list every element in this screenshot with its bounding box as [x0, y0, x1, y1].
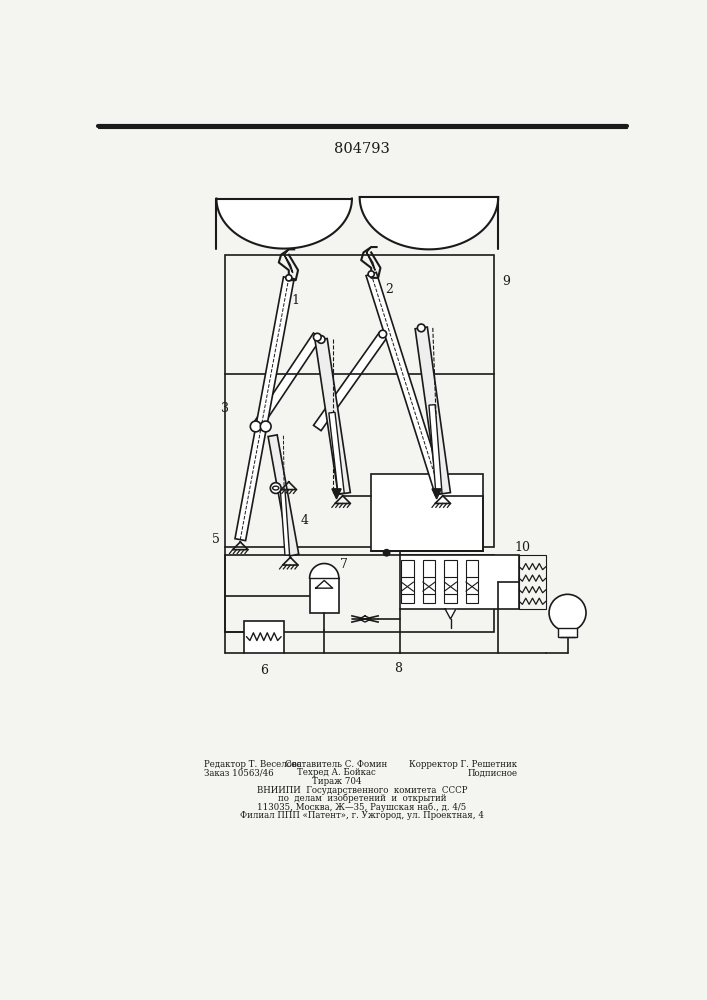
- Text: 804793: 804793: [334, 142, 390, 156]
- Text: 3: 3: [221, 402, 229, 415]
- Text: 2: 2: [385, 283, 393, 296]
- Polygon shape: [310, 564, 339, 578]
- Text: 6: 6: [260, 664, 268, 677]
- Polygon shape: [332, 489, 341, 499]
- Polygon shape: [252, 333, 321, 431]
- Text: Составитель С. Фомин: Составитель С. Фомин: [286, 760, 387, 769]
- Polygon shape: [366, 272, 445, 495]
- Text: по  делам  изобретений  и  открытий: по делам изобретений и открытий: [278, 794, 446, 803]
- Text: Корректор Г. Решетник: Корректор Г. Решетник: [409, 760, 518, 769]
- Polygon shape: [315, 339, 351, 494]
- Polygon shape: [445, 609, 456, 619]
- Text: Подписное: Подписное: [467, 768, 518, 777]
- Circle shape: [383, 550, 390, 556]
- Bar: [371, 474, 483, 551]
- Text: Филиал ППП «Патент», г. Ужгород, ул. Проектная, 4: Филиал ППП «Патент», г. Ужгород, ул. Про…: [240, 811, 484, 820]
- Bar: [402, 560, 414, 603]
- Text: 1: 1: [292, 294, 300, 307]
- Circle shape: [270, 483, 281, 493]
- Text: 113035, Москва, Ж—35, Раушская наб., д. 4/5: 113035, Москва, Ж—35, Раушская наб., д. …: [257, 802, 467, 812]
- Text: 8: 8: [394, 662, 402, 675]
- Text: 5: 5: [211, 533, 220, 546]
- Polygon shape: [329, 412, 344, 494]
- Circle shape: [286, 275, 292, 281]
- Text: Тираж 704: Тираж 704: [312, 777, 361, 786]
- Bar: [225, 255, 494, 547]
- Polygon shape: [360, 197, 498, 249]
- Text: Заказ 10563/46: Заказ 10563/46: [204, 768, 274, 777]
- Circle shape: [317, 336, 325, 343]
- Bar: [444, 560, 457, 603]
- Polygon shape: [216, 199, 352, 249]
- Polygon shape: [313, 333, 387, 431]
- Text: 10: 10: [515, 541, 531, 554]
- Text: Редактор Т. Веселова: Редактор Т. Веселова: [204, 760, 302, 769]
- Circle shape: [313, 333, 321, 341]
- Bar: [423, 560, 435, 603]
- Text: Техред А. Бойкас: Техред А. Бойкас: [297, 768, 376, 777]
- Circle shape: [549, 594, 586, 631]
- Bar: [466, 560, 478, 603]
- Text: ВНИИПИ  Государственного  комитета  СССР: ВНИИПИ Государственного комитета СССР: [257, 786, 467, 795]
- Bar: [244, 620, 284, 653]
- Circle shape: [250, 421, 261, 432]
- Bar: [559, 628, 577, 637]
- Bar: [310, 578, 339, 613]
- Polygon shape: [415, 327, 450, 494]
- Bar: [225, 555, 494, 632]
- Polygon shape: [235, 277, 294, 541]
- Text: 9: 9: [502, 275, 510, 288]
- Polygon shape: [429, 405, 442, 494]
- Circle shape: [379, 330, 387, 338]
- Circle shape: [260, 421, 271, 432]
- Text: 4: 4: [300, 514, 308, 527]
- Polygon shape: [268, 435, 299, 556]
- Bar: [399, 555, 519, 609]
- Text: 7: 7: [340, 558, 348, 571]
- Circle shape: [368, 271, 374, 277]
- Circle shape: [417, 324, 425, 332]
- Polygon shape: [281, 489, 290, 555]
- Bar: [519, 555, 546, 609]
- Ellipse shape: [273, 486, 279, 490]
- Polygon shape: [432, 489, 441, 499]
